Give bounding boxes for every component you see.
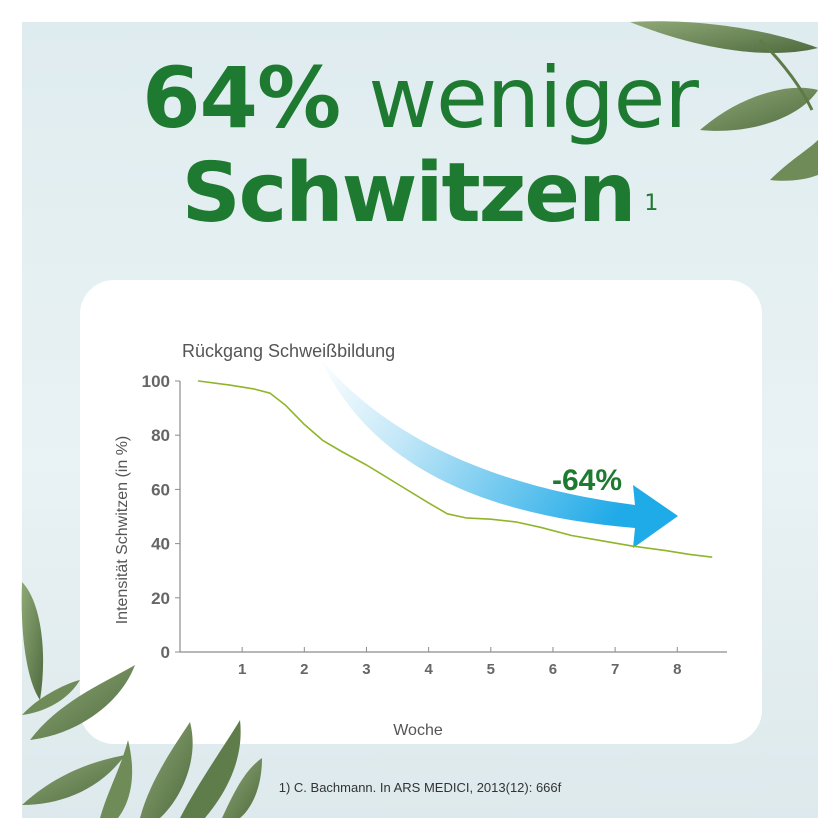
y-axis-label: Intensität Schwitzen (in %) xyxy=(114,436,131,625)
y-tick-label: 80 xyxy=(151,426,170,445)
reduction-label: -64% xyxy=(552,464,622,497)
y-tick-label: 20 xyxy=(151,589,170,608)
y-tick-label: 0 xyxy=(161,643,170,662)
headline-percent: 64% xyxy=(142,49,341,147)
y-tick-label: 40 xyxy=(151,535,170,554)
trend-arrow xyxy=(320,358,678,548)
series-line-intensity xyxy=(197,380,713,558)
chart-title: Rückgang Schweißbildung xyxy=(182,341,395,361)
y-tick-label: 60 xyxy=(151,480,170,499)
chart-card: Rückgang Schweißbildung -64% Woche Inten… xyxy=(80,280,762,744)
headline-weniger: weniger xyxy=(368,49,698,147)
x-axis-label: Woche xyxy=(393,722,443,739)
x-tick-label: 5 xyxy=(487,661,495,678)
line-chart: Rückgang Schweißbildung -64% Woche Inten… xyxy=(114,341,727,739)
x-tick-label: 7 xyxy=(611,661,619,678)
tick-group: 0 20 40 60 80 100 1 2 3 4 5 6 7 8 xyxy=(142,372,682,678)
x-tick-label: 1 xyxy=(238,661,246,678)
ad-panel: 64% weniger Schwitzen 1 Rückgang Schweißb… xyxy=(22,22,818,818)
x-tick-label: 6 xyxy=(549,661,557,678)
headline-line2: Schwitzen 1 xyxy=(22,146,818,242)
headline-line1: 64% weniger xyxy=(22,50,818,146)
x-tick-label: 2 xyxy=(300,661,308,678)
x-tick-label: 8 xyxy=(673,661,681,678)
headline-schwitzen: Schwitzen xyxy=(181,146,637,241)
x-tick-label: 4 xyxy=(424,661,433,678)
x-tick-label: 3 xyxy=(362,661,370,678)
source-footnote: 1) C. Bachmann. In ARS MEDICI, 2013(12):… xyxy=(278,780,562,795)
y-tick-label: 100 xyxy=(142,372,170,391)
footnote-marker: 1 xyxy=(644,191,659,216)
